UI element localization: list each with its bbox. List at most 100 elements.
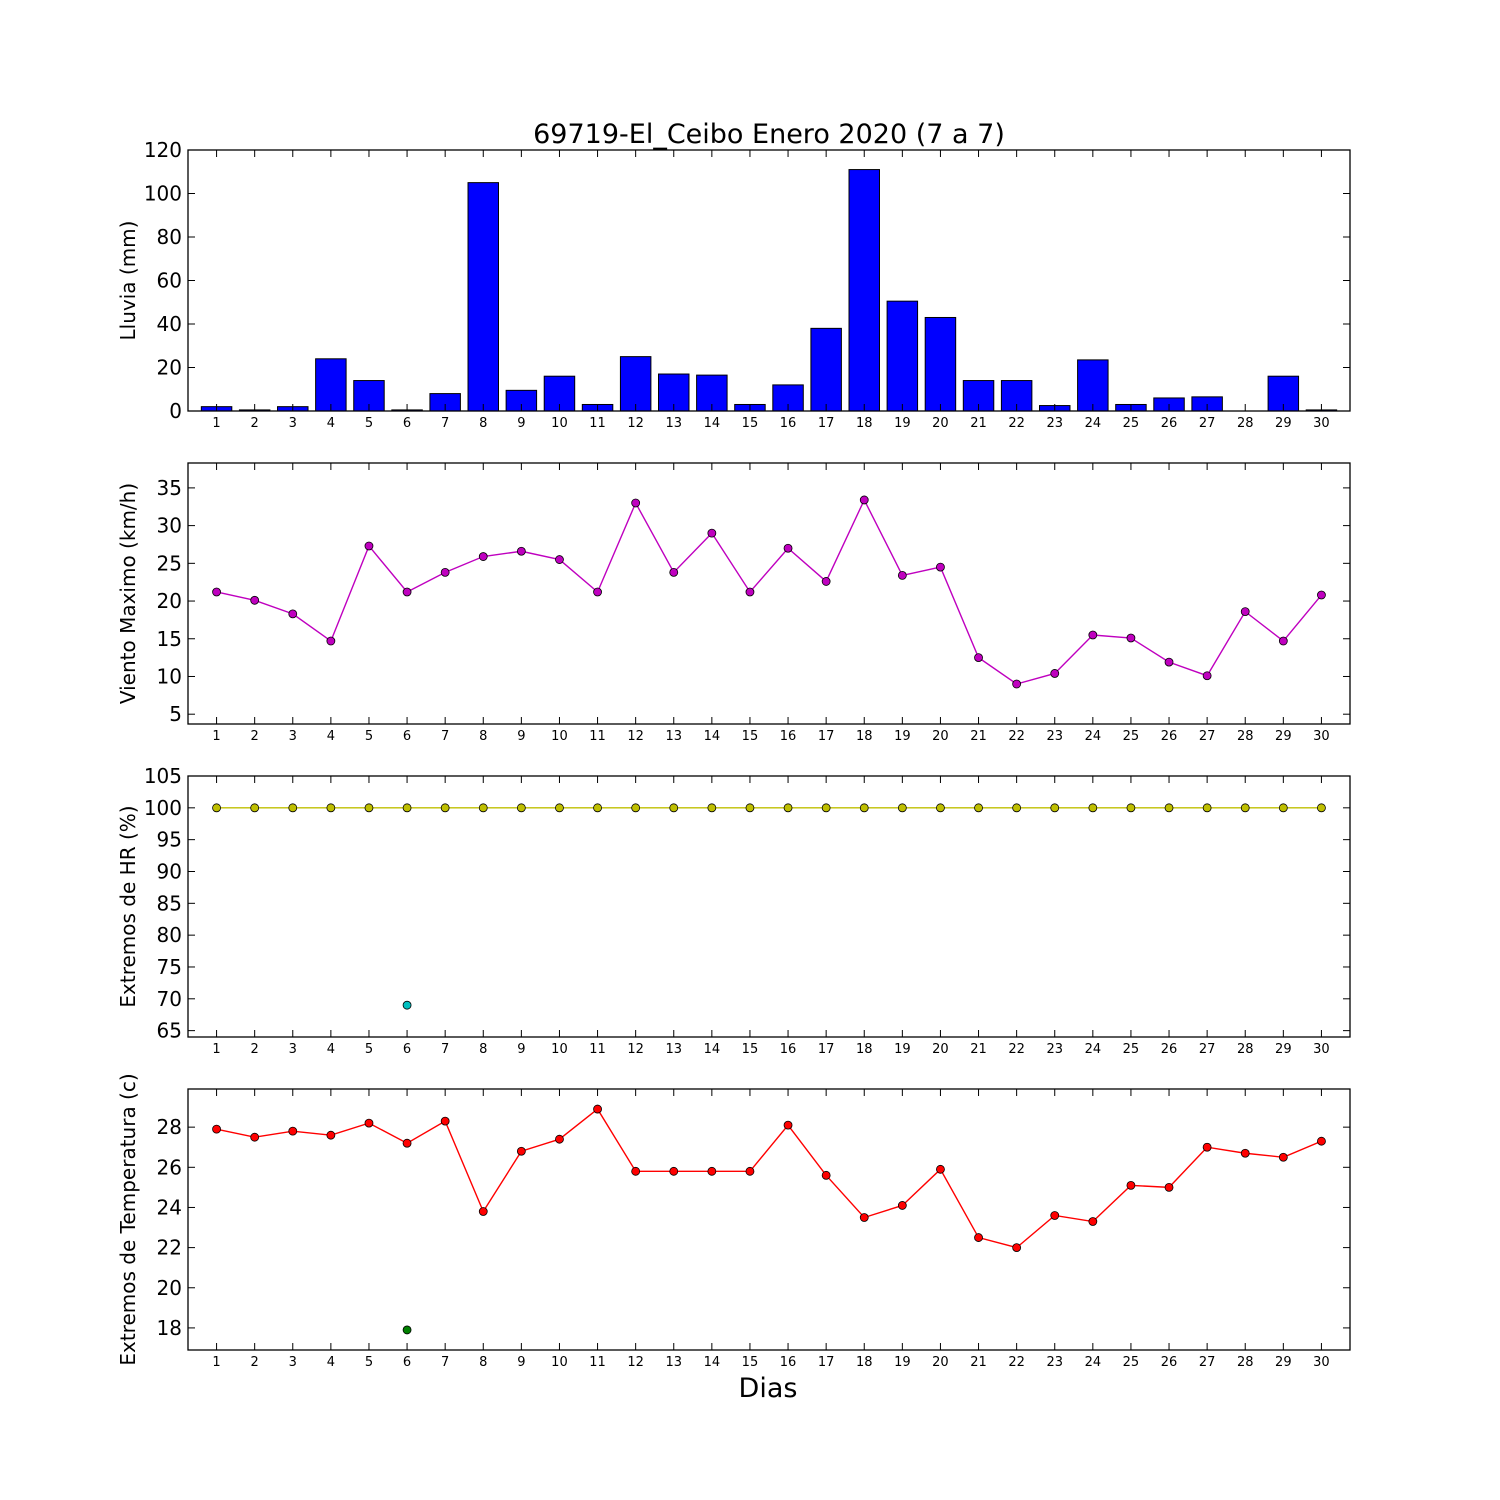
x-tick-label: 29 <box>1275 729 1292 744</box>
y-tick-label: 5 <box>169 702 182 726</box>
x-tick-label: 26 <box>1161 1042 1178 1057</box>
x-tick-label: 10 <box>551 1355 568 1370</box>
data-point <box>936 562 945 572</box>
y-tick-label: 20 <box>157 1276 182 1300</box>
x-tick-label: 18 <box>856 1042 873 1057</box>
data-point <box>326 1130 336 1140</box>
data-point <box>1240 803 1250 813</box>
data-point <box>783 543 793 553</box>
y-tick-label: 20 <box>157 589 182 613</box>
data-point <box>440 803 450 813</box>
data-point <box>821 1170 831 1180</box>
data-point <box>1088 803 1098 813</box>
x-tick-label: 25 <box>1123 1042 1140 1057</box>
y-tick-label: 100 <box>144 796 182 820</box>
y-tick-label: 18 <box>157 1316 182 1340</box>
x-tick-label: 22 <box>1008 1355 1025 1370</box>
data-point <box>745 1166 755 1176</box>
data-point <box>364 1118 374 1128</box>
x-tick-label: 8 <box>479 1042 487 1057</box>
x-tick-label: 5 <box>365 1042 373 1057</box>
data-point <box>1050 1211 1060 1220</box>
data-point <box>1126 633 1136 643</box>
data-point <box>555 555 564 564</box>
data-point <box>1202 1142 1212 1152</box>
data-point <box>1317 803 1326 813</box>
y-tick-label: 80 <box>157 225 182 249</box>
bar <box>848 169 880 412</box>
x-tick-label: 4 <box>327 1042 335 1057</box>
x-tick-label: 13 <box>665 416 682 431</box>
data-point <box>783 1120 793 1130</box>
x-tick-label: 17 <box>818 1355 835 1370</box>
y-tick-label: 15 <box>157 627 182 651</box>
data-point <box>593 587 602 597</box>
y-tick-label: 40 <box>157 312 182 336</box>
x-tick-label: 5 <box>365 416 373 431</box>
data-point <box>859 495 869 505</box>
y-axis-label: Lluvia (mm) <box>116 221 140 341</box>
bar <box>810 327 842 412</box>
y-axis-label: Extremos de Temperatura (c) <box>116 1073 140 1365</box>
data-point <box>1317 1136 1326 1146</box>
data-point <box>1012 803 1022 813</box>
x-tick-label: 16 <box>780 1042 797 1057</box>
x-tick-label: 3 <box>289 729 297 744</box>
series-line <box>216 498 1322 685</box>
x-tick-label: 28 <box>1237 729 1254 744</box>
y-tick-label: 22 <box>157 1236 182 1260</box>
x-tick-label: 8 <box>479 416 487 431</box>
x-tick-label: 1 <box>212 416 220 431</box>
data-point <box>897 1201 907 1210</box>
x-tick-label: 19 <box>894 1355 911 1370</box>
data-point <box>707 528 717 538</box>
data-point <box>631 1166 641 1176</box>
data-point <box>516 1146 526 1156</box>
x-tick-label: 10 <box>551 1042 568 1057</box>
x-tick-label: 18 <box>856 416 873 431</box>
x-tick-label: 26 <box>1161 729 1178 744</box>
figure-title: 69719-El_Ceibo Enero 2020 (7 a 7) <box>533 119 1005 150</box>
x-tick-label: 18 <box>856 1355 873 1370</box>
data-point <box>1012 679 1022 689</box>
x-axis-label: Dias <box>739 1373 798 1404</box>
x-tick-label: 11 <box>589 1355 606 1370</box>
x-tick-label: 18 <box>856 729 873 744</box>
x-tick-label: 14 <box>704 729 721 744</box>
x-tick-label: 24 <box>1085 1355 1102 1370</box>
data-point <box>745 587 755 597</box>
data-point <box>1164 657 1174 667</box>
data-point <box>364 803 374 813</box>
x-tick-label: 22 <box>1008 729 1025 744</box>
x-tick-label: 11 <box>589 1042 606 1057</box>
x-tick-label: 21 <box>970 1355 987 1370</box>
x-tick-label: 30 <box>1313 1042 1330 1057</box>
x-tick-label: 17 <box>818 729 835 744</box>
plot-frame <box>187 1088 1351 1351</box>
data-point <box>288 609 298 619</box>
data-point <box>707 1166 717 1176</box>
x-tick-label: 9 <box>517 1042 525 1057</box>
x-tick-label: 3 <box>289 416 297 431</box>
data-point <box>1202 803 1212 813</box>
data-point <box>478 803 488 813</box>
x-tick-label: 19 <box>894 729 911 744</box>
x-tick-label: 21 <box>970 1042 987 1057</box>
y-tick-label: 100 <box>144 182 182 206</box>
data-point <box>402 1325 412 1335</box>
data-point <box>1202 671 1212 681</box>
x-tick-label: 10 <box>551 416 568 431</box>
data-point <box>326 636 336 646</box>
data-point <box>669 803 679 813</box>
data-point <box>402 803 412 813</box>
x-tick-label: 14 <box>704 416 721 431</box>
data-point <box>707 803 717 813</box>
x-tick-label: 24 <box>1085 416 1102 431</box>
x-tick-label: 16 <box>780 1355 797 1370</box>
data-point <box>1164 1182 1174 1192</box>
data-point <box>402 587 412 597</box>
data-point <box>1126 803 1136 813</box>
data-point <box>783 803 793 813</box>
data-point <box>250 595 260 605</box>
